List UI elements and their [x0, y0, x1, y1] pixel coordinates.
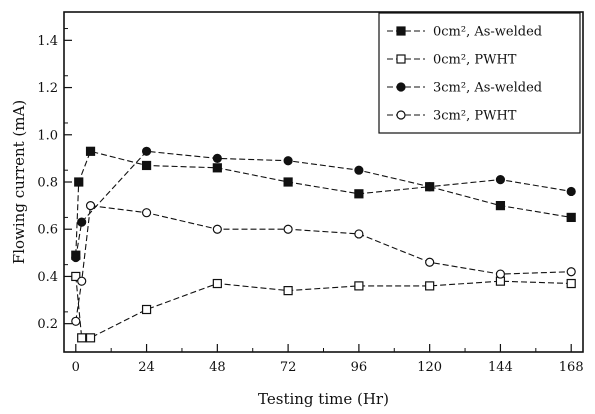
data-point	[566, 212, 576, 223]
legend-marker	[396, 26, 406, 36]
legend-box	[378, 12, 581, 134]
y-tick-label: 0.4	[37, 270, 58, 285]
legend-label: 0cm², PWHT	[433, 53, 517, 68]
x-tick-label: 96	[351, 360, 368, 375]
series-line	[75, 204, 572, 322]
data-point	[495, 175, 506, 185]
legend-label: 3cm², As-welded	[433, 81, 542, 96]
y-tick-label: 0.2	[37, 317, 58, 332]
legend-marker	[396, 54, 406, 64]
data-point	[71, 316, 81, 326]
data-point	[141, 146, 152, 156]
x-tick-label: 0	[72, 360, 80, 375]
data-point	[77, 276, 87, 286]
series-2	[71, 271, 576, 343]
data-point	[495, 201, 506, 211]
data-point	[141, 208, 152, 218]
y-tick-label: 0.8	[37, 176, 58, 191]
data-point	[141, 160, 152, 171]
data-point	[566, 278, 576, 289]
data-point	[283, 177, 293, 187]
data-point	[425, 182, 435, 192]
data-point	[566, 186, 576, 197]
y-tick-label: 0.6	[37, 223, 58, 238]
x-axis-label: Testing time (Hr)	[258, 390, 389, 408]
x-tick-label: 72	[280, 360, 297, 375]
legend-item: 0cm², PWHT	[387, 53, 517, 68]
data-point	[77, 217, 87, 227]
legend-item: 3cm², As-welded	[387, 81, 542, 96]
data-point	[212, 163, 222, 173]
data-point	[354, 229, 364, 239]
x-tick-label: 120	[417, 360, 442, 375]
data-point	[212, 224, 222, 234]
x-tick-label: 48	[209, 360, 226, 375]
data-point	[85, 146, 96, 156]
series-1	[71, 146, 576, 260]
x-tick-label: 24	[138, 360, 155, 375]
legend-marker	[396, 82, 406, 92]
data-point	[495, 269, 506, 279]
x-axis-ticks: 0 24 48 72 96 120 144 168	[72, 344, 584, 375]
legend: 0cm², As-welded 0cm², PWHT 3cm², As-welded…	[378, 12, 581, 134]
data-point	[85, 201, 96, 211]
data-point	[77, 333, 87, 343]
data-point	[212, 278, 222, 289]
legend-item: 3cm², PWHT	[387, 109, 517, 124]
data-point	[85, 333, 96, 343]
y-tick-label: 1.4	[37, 34, 58, 49]
data-point	[74, 177, 84, 187]
series-4	[71, 201, 576, 326]
series-line	[75, 150, 572, 256]
data-point	[71, 271, 81, 282]
data-point	[283, 224, 293, 234]
data-point	[425, 281, 435, 291]
data-point	[354, 189, 364, 199]
data-point	[141, 304, 152, 315]
legend-item: 0cm², As-welded	[387, 25, 542, 40]
series-3	[71, 146, 576, 263]
legend-label: 3cm², PWHT	[433, 109, 517, 124]
data-point	[425, 257, 435, 267]
x-tick-label: 144	[488, 360, 513, 375]
y-tick-label: 1.0	[37, 128, 58, 143]
legend-marker	[396, 110, 406, 120]
data-point	[212, 153, 222, 163]
data-point	[283, 286, 293, 296]
data-point	[354, 281, 364, 291]
legend-label: 0cm², As-welded	[433, 25, 542, 40]
series-layer	[71, 146, 576, 343]
y-axis-label: Flowing current (mA)	[10, 100, 28, 264]
data-point	[283, 156, 293, 166]
y-tick-label: 1.2	[37, 81, 58, 96]
data-point	[354, 165, 364, 175]
x-tick-label: 168	[559, 360, 584, 375]
y-axis-ticks: 0.2 0.4 0.6 0.8 1.0 1.2 1.4	[37, 28, 72, 332]
data-point	[566, 267, 576, 277]
data-point	[71, 252, 81, 263]
